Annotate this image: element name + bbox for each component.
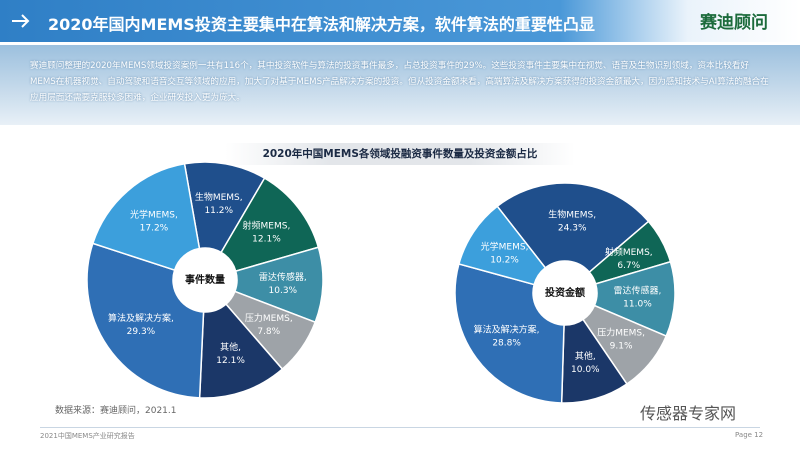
logo: 赛迪顾问: [700, 13, 768, 33]
value-label: 12.1%: [216, 356, 245, 366]
slice-label: 射频MEMS,: [243, 220, 291, 232]
footer-report: 2021中国MEMS产业研究报告: [40, 432, 135, 440]
slice-label: 算法及解决方案,: [474, 324, 540, 336]
slice-label: 压力MEMS,: [597, 327, 645, 339]
value-label: 28.8%: [492, 339, 521, 349]
slice-label: 光学MEMS,: [481, 240, 529, 252]
value-label: 10.3%: [269, 286, 298, 296]
page-number: Page 12: [735, 431, 764, 439]
slice-label: 生物MEMS,: [195, 191, 243, 203]
summary-text: 赛迪顾问整理的2020年MEMS领域投资案例一共有116个，其中投资软件与算法的…: [30, 61, 769, 103]
slice-label: 其他,: [220, 341, 241, 353]
pie-center: [534, 262, 596, 324]
slice-label: 光学MEMS,: [130, 209, 178, 221]
value-label: 11.2%: [204, 206, 233, 216]
pie-slice: [91, 162, 201, 272]
value-label: 17.2%: [140, 224, 169, 234]
value-label: 9.1%: [610, 342, 633, 352]
pie-slice: [454, 263, 565, 404]
arrow-icon: [12, 14, 30, 28]
slice-label: 算法及解决方案,: [108, 312, 174, 324]
section-title: 2020年中国MEMS各领域投融资事件数量及投资金额占比: [225, 143, 575, 165]
center-label: 事件数量: [185, 273, 225, 286]
pie-slice: [183, 161, 266, 254]
slice-label: 压力MEMS,: [245, 312, 293, 324]
value-label: 6.7%: [617, 261, 640, 271]
slice-label: 生物MEMS,: [548, 208, 596, 220]
value-label: 10.0%: [571, 365, 600, 375]
pie-slice: [496, 182, 650, 274]
header-bar: 2020年国内MEMS投资主要集中在算法和解决方案，软件算法的重要性凸显 赛迪顾…: [0, 0, 800, 42]
value-label: 12.1%: [252, 235, 281, 245]
value-label: 29.3%: [127, 327, 156, 337]
slice-label: 雷达传感器,: [614, 285, 662, 297]
pie-slice: [86, 242, 205, 399]
value-label: 24.3%: [558, 223, 587, 233]
slice-label: 射频MEMS,: [605, 246, 653, 258]
center-label: 投资金额: [545, 286, 585, 299]
value-label: 7.8%: [257, 327, 280, 337]
banner: [0, 45, 800, 125]
slice-label: 其他,: [575, 350, 596, 362]
slice-label: 雷达传感器,: [259, 271, 307, 283]
watermark: 传感器专家网: [640, 404, 737, 423]
source: 数据来源：赛迪顾问，2021.1: [55, 406, 177, 416]
pie-center: [174, 249, 236, 311]
value-label: 11.0%: [623, 300, 652, 310]
value-label: 10.2%: [490, 255, 519, 265]
footer-line: [40, 427, 760, 428]
header-title: 2020年国内MEMS投资主要集中在算法和解决方案，软件算法的重要性凸显: [48, 15, 595, 34]
pie-slice: [457, 205, 547, 286]
